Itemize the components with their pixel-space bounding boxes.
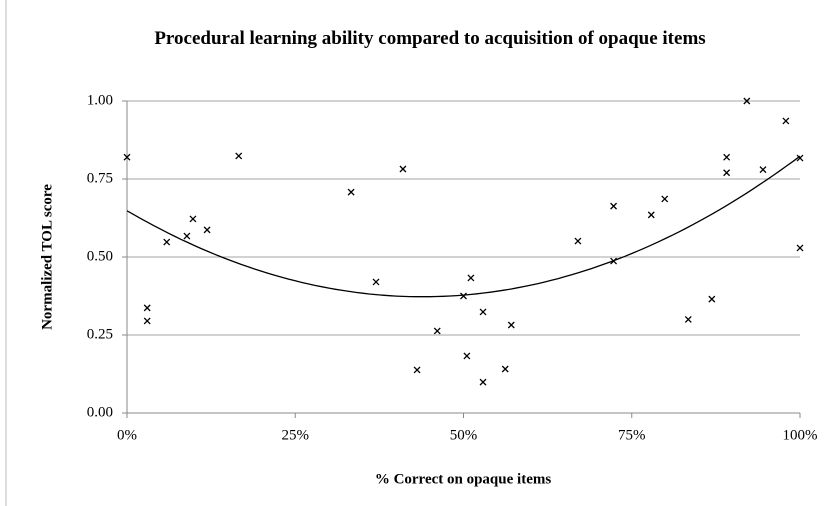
point — [479, 378, 487, 386]
point — [661, 195, 669, 203]
y-tick-label: 1.00 — [87, 92, 113, 108]
x-tick-label: 25% — [282, 427, 310, 443]
point — [759, 166, 767, 174]
x-axis-label: % Correct on opaque items — [375, 471, 552, 487]
point — [743, 97, 751, 105]
y-tick-label: 0.25 — [87, 326, 113, 342]
point — [143, 304, 151, 312]
point — [501, 365, 509, 373]
x-tick-label: 0% — [117, 427, 137, 443]
x-tick-label: 75% — [618, 427, 646, 443]
point — [684, 315, 692, 323]
point — [235, 152, 243, 160]
point — [183, 232, 191, 240]
point — [708, 295, 716, 303]
trendline — [126, 155, 801, 298]
chart-title: Procedural learning ability compared to … — [154, 28, 706, 49]
point — [723, 169, 731, 177]
y-tick-label: 0.75 — [87, 170, 113, 186]
point — [372, 278, 380, 286]
y-tick-label: 0.00 — [87, 404, 113, 420]
point — [189, 215, 197, 223]
point — [479, 308, 487, 316]
point — [463, 352, 471, 360]
y-axis-label: Normalized TOL score — [39, 184, 55, 330]
point — [796, 154, 804, 162]
point — [723, 153, 731, 161]
point — [143, 317, 151, 325]
point — [399, 165, 407, 173]
point — [467, 274, 475, 282]
point — [796, 244, 804, 252]
point — [460, 292, 467, 300]
point — [123, 153, 131, 161]
point — [647, 211, 655, 219]
point — [433, 327, 441, 335]
point — [203, 226, 211, 234]
point — [163, 238, 171, 246]
point — [507, 321, 515, 329]
y-tick-label: 0.50 — [87, 248, 113, 264]
x-tick-label: 100% — [783, 427, 818, 443]
point — [347, 188, 355, 196]
point — [610, 202, 618, 210]
x-tick-label: 50% — [450, 427, 478, 443]
point — [782, 117, 790, 125]
point — [413, 366, 421, 374]
point — [574, 237, 582, 245]
